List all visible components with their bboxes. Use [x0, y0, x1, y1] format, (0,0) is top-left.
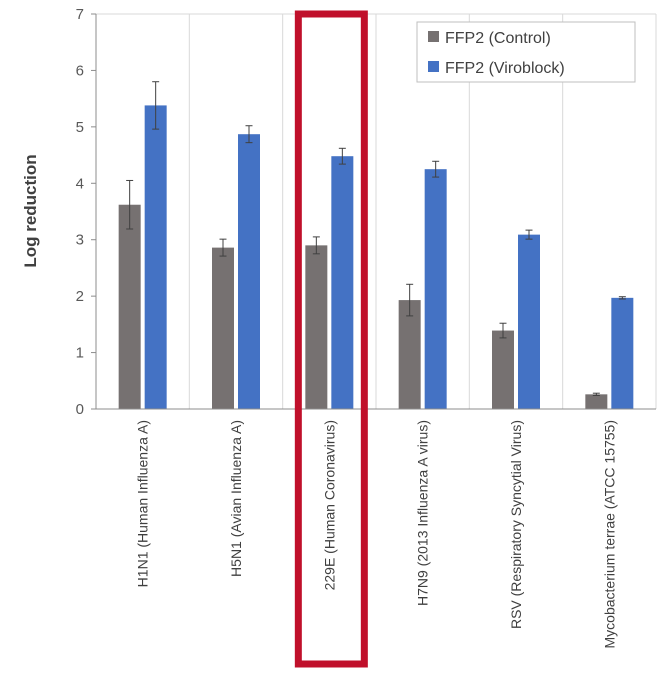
x-category-label: H5N1 (Avian Influenza A) — [228, 420, 244, 577]
y-axis-label: Log reduction — [21, 154, 40, 267]
error-bars — [126, 81, 626, 396]
y-tick-label: 4 — [76, 175, 84, 192]
y-tick-label: 3 — [76, 232, 84, 249]
x-category-labels: H1N1 (Human Influenza A) H5N1 (Avian Infl… — [135, 420, 618, 648]
bar — [424, 169, 447, 409]
bar — [518, 234, 540, 409]
x-category-label: 229E (Human Coronavirus) — [321, 420, 337, 590]
legend: FFP2 (Control) FFP2 (Viroblock) — [416, 21, 636, 83]
y-tick-label: 2 — [76, 288, 84, 305]
legend-label-control: FFP2 (Control) — [445, 30, 551, 47]
y-tick-labels: 0 1 2 3 4 5 6 7 — [76, 6, 84, 418]
y-tick-label: 0 — [76, 401, 84, 418]
legend-swatch-viroblock — [428, 61, 439, 72]
legend-box — [416, 21, 636, 83]
legend-swatch-control — [428, 31, 439, 42]
highlight-box — [294, 10, 368, 668]
highlight-rectangle — [294, 10, 368, 668]
y-tick-label: 5 — [76, 119, 84, 136]
bar — [331, 156, 354, 409]
axes — [91, 13, 656, 410]
y-tick-label: 6 — [76, 62, 84, 79]
bars — [118, 105, 634, 410]
y-tick-label: 7 — [76, 6, 84, 23]
bar — [492, 330, 514, 409]
x-category-label: H1N1 (Human Influenza A) — [135, 420, 151, 587]
x-category-label: H7N9 (2013 Influenza A virus) — [415, 420, 431, 606]
bar — [611, 297, 634, 409]
x-category-label: RSV (Respiratory Syncytial Virus) — [508, 420, 524, 629]
bar — [238, 134, 260, 409]
bar — [212, 247, 234, 409]
legend-label-viroblock: FFP2 (Viroblock) — [445, 60, 565, 77]
bar — [118, 204, 141, 409]
bar — [305, 245, 328, 409]
bar — [398, 300, 421, 409]
y-tick-label: 1 — [76, 345, 84, 362]
x-category-label: Mycobacterium terrae (ATCC 15755) — [601, 420, 617, 648]
bar — [144, 105, 167, 410]
bar — [585, 394, 608, 409]
